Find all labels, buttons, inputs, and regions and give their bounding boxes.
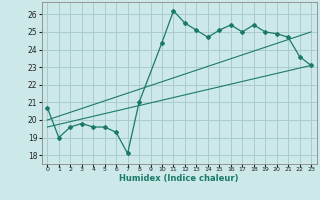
X-axis label: Humidex (Indice chaleur): Humidex (Indice chaleur) [119, 174, 239, 183]
